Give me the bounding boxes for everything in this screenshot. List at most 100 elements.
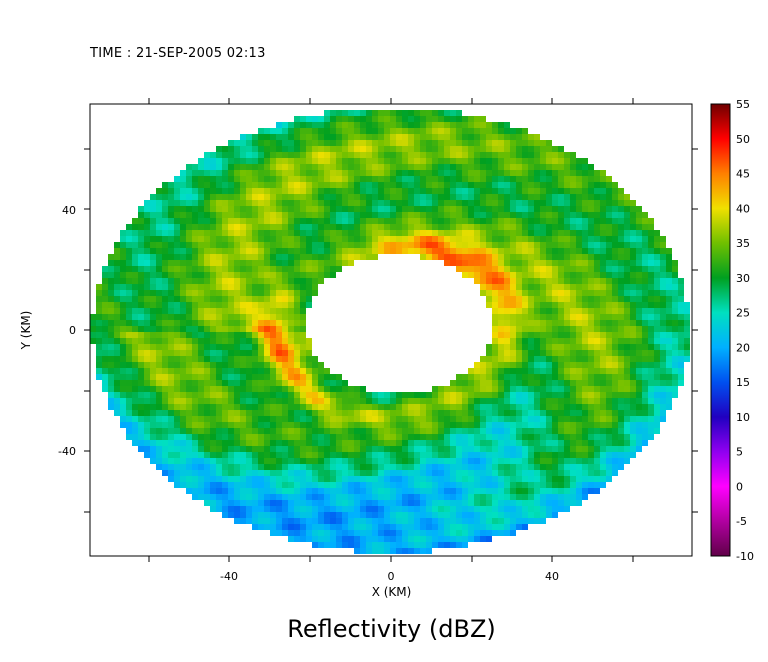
reflectivity-cell bbox=[636, 212, 642, 218]
reflectivity-cell bbox=[264, 278, 270, 284]
reflectivity-cell bbox=[450, 380, 456, 386]
reflectivity-cell bbox=[564, 440, 570, 446]
reflectivity-cell bbox=[408, 434, 414, 440]
reflectivity-cell bbox=[120, 362, 126, 368]
reflectivity-cell bbox=[390, 242, 396, 248]
reflectivity-cell bbox=[396, 206, 402, 212]
reflectivity-cell bbox=[444, 152, 450, 158]
reflectivity-cell bbox=[630, 224, 636, 230]
reflectivity-cell bbox=[456, 110, 462, 116]
reflectivity-cell bbox=[552, 194, 558, 200]
reflectivity-cell bbox=[288, 320, 294, 326]
reflectivity-cell bbox=[348, 242, 354, 248]
reflectivity-cell bbox=[630, 446, 636, 452]
reflectivity-cell bbox=[672, 362, 678, 368]
reflectivity-cell bbox=[444, 164, 450, 170]
reflectivity-cell bbox=[330, 380, 336, 386]
reflectivity-cell bbox=[144, 362, 150, 368]
reflectivity-cell bbox=[258, 506, 264, 512]
reflectivity-cell bbox=[426, 110, 432, 116]
reflectivity-cell bbox=[492, 338, 498, 344]
reflectivity-cell bbox=[492, 428, 498, 434]
reflectivity-cell bbox=[594, 218, 600, 224]
reflectivity-cell bbox=[294, 332, 300, 338]
reflectivity-cell bbox=[120, 230, 126, 236]
reflectivity-cell bbox=[306, 164, 312, 170]
reflectivity-cell bbox=[138, 404, 144, 410]
reflectivity-cell bbox=[180, 386, 186, 392]
reflectivity-cell bbox=[444, 464, 450, 470]
reflectivity-cell bbox=[378, 188, 384, 194]
reflectivity-cell bbox=[360, 158, 366, 164]
reflectivity-cell bbox=[288, 314, 294, 320]
reflectivity-cell bbox=[228, 266, 234, 272]
reflectivity-cell bbox=[552, 488, 558, 494]
reflectivity-cell bbox=[498, 482, 504, 488]
reflectivity-cell bbox=[168, 218, 174, 224]
reflectivity-cell bbox=[468, 254, 474, 260]
reflectivity-cell bbox=[252, 212, 258, 218]
reflectivity-cell bbox=[366, 446, 372, 452]
reflectivity-cell bbox=[480, 404, 486, 410]
reflectivity-cell bbox=[306, 500, 312, 506]
reflectivity-cell bbox=[138, 308, 144, 314]
reflectivity-cell bbox=[318, 272, 324, 278]
reflectivity-cell bbox=[666, 386, 672, 392]
reflectivity-cell bbox=[108, 320, 114, 326]
reflectivity-cell bbox=[144, 302, 150, 308]
reflectivity-cell bbox=[294, 170, 300, 176]
reflectivity-cell bbox=[642, 272, 648, 278]
reflectivity-cell bbox=[228, 140, 234, 146]
reflectivity-cell bbox=[540, 194, 546, 200]
reflectivity-cell bbox=[474, 458, 480, 464]
reflectivity-cell bbox=[480, 170, 486, 176]
reflectivity-cell bbox=[240, 488, 246, 494]
reflectivity-cell bbox=[360, 140, 366, 146]
reflectivity-cell bbox=[288, 164, 294, 170]
reflectivity-cell bbox=[210, 176, 216, 182]
reflectivity-cell bbox=[192, 308, 198, 314]
reflectivity-cell bbox=[582, 272, 588, 278]
reflectivity-cell bbox=[492, 482, 498, 488]
reflectivity-cell bbox=[498, 410, 504, 416]
reflectivity-cell bbox=[138, 350, 144, 356]
reflectivity-cell bbox=[252, 332, 258, 338]
reflectivity-cell bbox=[360, 128, 366, 134]
reflectivity-cell bbox=[360, 134, 366, 140]
reflectivity-cell bbox=[588, 284, 594, 290]
reflectivity-cell bbox=[360, 410, 366, 416]
reflectivity-cell bbox=[456, 242, 462, 248]
reflectivity-cell bbox=[318, 134, 324, 140]
reflectivity-cell bbox=[504, 206, 510, 212]
reflectivity-cell bbox=[126, 380, 132, 386]
reflectivity-cell bbox=[246, 356, 252, 362]
reflectivity-cell bbox=[462, 164, 468, 170]
reflectivity-cell bbox=[204, 308, 210, 314]
reflectivity-cell bbox=[300, 296, 306, 302]
reflectivity-cell bbox=[510, 278, 516, 284]
reflectivity-cell bbox=[504, 482, 510, 488]
reflectivity-cell bbox=[282, 476, 288, 482]
reflectivity-cell bbox=[390, 434, 396, 440]
reflectivity-cell bbox=[492, 206, 498, 212]
reflectivity-cell bbox=[240, 398, 246, 404]
reflectivity-cell bbox=[294, 392, 300, 398]
reflectivity-cell bbox=[636, 296, 642, 302]
reflectivity-cell bbox=[534, 350, 540, 356]
reflectivity-cell bbox=[480, 458, 486, 464]
reflectivity-cell bbox=[570, 452, 576, 458]
reflectivity-cell bbox=[228, 164, 234, 170]
reflectivity-cell bbox=[300, 140, 306, 146]
reflectivity-cell bbox=[258, 440, 264, 446]
reflectivity-cell bbox=[192, 416, 198, 422]
reflectivity-cell bbox=[174, 458, 180, 464]
reflectivity-cell bbox=[216, 470, 222, 476]
reflectivity-cell bbox=[672, 266, 678, 272]
reflectivity-cell bbox=[294, 374, 300, 380]
reflectivity-cell bbox=[156, 188, 162, 194]
reflectivity-cell bbox=[492, 398, 498, 404]
reflectivity-cell bbox=[144, 260, 150, 266]
reflectivity-cell bbox=[660, 302, 666, 308]
reflectivity-cell bbox=[204, 152, 210, 158]
reflectivity-cell bbox=[612, 326, 618, 332]
